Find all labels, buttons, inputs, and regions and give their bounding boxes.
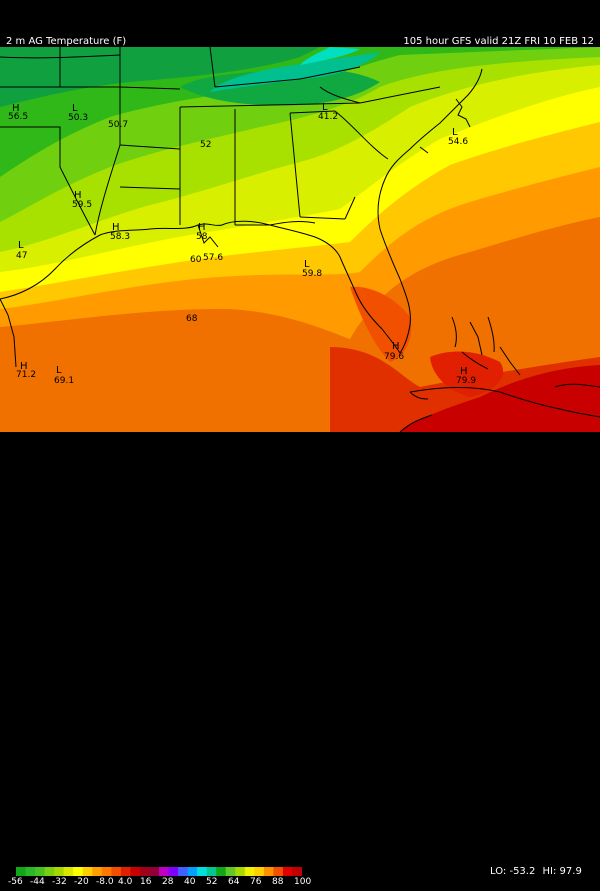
temperature-value-label: 60 bbox=[190, 255, 202, 265]
temperature-value-label: 52 bbox=[200, 140, 211, 150]
temperature-value-label: 56.5 bbox=[8, 112, 28, 122]
legend-swatch bbox=[139, 867, 150, 876]
temperature-value-label: 54.6 bbox=[448, 137, 468, 147]
temperature-map: H56.5L50.350.752L41.2L54.6H59.5H58.3H586… bbox=[0, 47, 600, 432]
legend-swatch bbox=[16, 867, 27, 876]
temperature-value-label: 50.7 bbox=[108, 120, 128, 130]
temperature-value-label: 41.2 bbox=[318, 112, 338, 122]
field-cold-teal bbox=[210, 52, 380, 92]
temperature-value-label: 50.3 bbox=[68, 113, 88, 123]
legend-tick-label: 64 bbox=[228, 877, 240, 887]
legend-swatch bbox=[292, 867, 302, 876]
legend-swatch bbox=[254, 867, 265, 876]
legend-swatch bbox=[235, 867, 246, 876]
temperature-value-label: 79.9 bbox=[456, 376, 476, 386]
temperature-value-label: 69.1 bbox=[54, 376, 74, 386]
legend-swatch bbox=[168, 867, 179, 876]
temperature-value-label: 57.6 bbox=[203, 253, 223, 263]
min-max-stats: LO: -53.2 HI: 97.9 bbox=[490, 866, 586, 877]
low-marker: L bbox=[452, 127, 458, 138]
temperature-value-label: 47 bbox=[16, 251, 27, 261]
forecast-valid-time: 105 hour GFS valid 21Z FRI 10 FEB 12 bbox=[403, 36, 594, 47]
legend-tick-label: 40 bbox=[184, 877, 196, 887]
field-lobe-green bbox=[180, 68, 380, 106]
legend-swatch bbox=[120, 867, 131, 876]
field-band-dark-green bbox=[0, 47, 320, 107]
map-labels: H56.5L50.350.752L41.2L54.6H59.5H58.3H586… bbox=[8, 102, 476, 386]
field-warm-fl bbox=[350, 286, 412, 362]
chart-title: 2 m AG Temperature (F) bbox=[6, 36, 127, 47]
legend-tick-label: 76 bbox=[250, 877, 262, 887]
legend-tick-label: -44 bbox=[30, 877, 45, 887]
legend-swatch bbox=[25, 867, 36, 876]
temperature-value-label: 59.8 bbox=[302, 269, 322, 279]
legend-tick-label: -56 bbox=[8, 877, 23, 887]
legend-swatch bbox=[263, 867, 274, 876]
temperature-value-label: 59.5 bbox=[72, 200, 92, 210]
high-marker: H bbox=[460, 366, 468, 377]
legend-swatch bbox=[101, 867, 112, 876]
legend-tick-label: 16 bbox=[140, 877, 152, 887]
legend-tick-label: 52 bbox=[206, 877, 218, 887]
hi-value: HI: 97.9 bbox=[542, 866, 582, 877]
legend-swatch bbox=[244, 867, 255, 876]
legend-tick-label: 4.0 bbox=[118, 877, 133, 887]
legend-tick-label: 100 bbox=[294, 877, 312, 887]
high-marker: H bbox=[112, 222, 120, 233]
legend-tick-label: -8.0 bbox=[96, 877, 114, 887]
legend-tick-label: 88 bbox=[272, 877, 284, 887]
high-marker: H bbox=[12, 103, 20, 114]
low-marker: L bbox=[322, 102, 328, 113]
field-band-orange2 bbox=[0, 347, 330, 432]
temperature-value-label: 58 bbox=[196, 232, 208, 242]
field-cold-cyan bbox=[300, 47, 360, 65]
legend-swatch bbox=[187, 867, 198, 876]
temperature-value-label: 68 bbox=[186, 314, 198, 324]
legend-swatch bbox=[216, 867, 227, 876]
legend-swatch bbox=[44, 867, 55, 876]
high-marker: H bbox=[392, 341, 400, 352]
color-legend-labels: -56 -44 -32 -20 -8.0 4.0 16 28 40 52 64 76 88 100 bbox=[0, 877, 330, 891]
legend-swatch bbox=[63, 867, 74, 876]
lo-value: LO: -53.2 bbox=[490, 866, 536, 877]
footer-bar: -56 -44 -32 -20 -8.0 4.0 16 28 40 52 64 76 88 100 LO:… bbox=[0, 432, 600, 887]
state-borders bbox=[0, 47, 600, 432]
legend-swatch bbox=[92, 867, 103, 876]
legend-swatch bbox=[111, 867, 122, 876]
legend-swatch bbox=[282, 867, 293, 876]
legend-swatch bbox=[197, 867, 208, 876]
color-legend-bar bbox=[16, 867, 302, 876]
legend-swatch bbox=[73, 867, 84, 876]
legend-swatch bbox=[54, 867, 65, 876]
temperature-value-label: 79.6 bbox=[384, 352, 404, 362]
high-marker: H bbox=[74, 190, 82, 201]
legend-tick-label: 28 bbox=[162, 877, 174, 887]
field-warm-south bbox=[400, 365, 600, 432]
header-bar: 2 m AG Temperature (F) 105 hour GFS vali… bbox=[0, 0, 600, 47]
legend-swatch bbox=[149, 867, 160, 876]
legend-swatch bbox=[130, 867, 141, 876]
legend-tick-label: -32 bbox=[52, 877, 67, 887]
field-warm-bahamas bbox=[430, 351, 504, 397]
temperature-value-label: 58.3 bbox=[110, 232, 130, 242]
high-marker: H bbox=[198, 222, 206, 233]
legend-swatch bbox=[178, 867, 189, 876]
legend-swatch bbox=[206, 867, 217, 876]
low-marker: L bbox=[304, 259, 310, 270]
legend-tick-label: -20 bbox=[74, 877, 89, 887]
legend-swatch bbox=[35, 867, 46, 876]
low-marker: L bbox=[18, 240, 24, 251]
low-marker: L bbox=[56, 365, 62, 376]
legend-swatch bbox=[82, 867, 93, 876]
legend-swatch bbox=[273, 867, 284, 876]
legend-swatch bbox=[225, 867, 236, 876]
high-marker: H bbox=[20, 361, 28, 372]
legend-swatch bbox=[159, 867, 170, 876]
temperature-value-label: 71.2 bbox=[16, 370, 36, 380]
low-marker: L bbox=[72, 103, 78, 114]
